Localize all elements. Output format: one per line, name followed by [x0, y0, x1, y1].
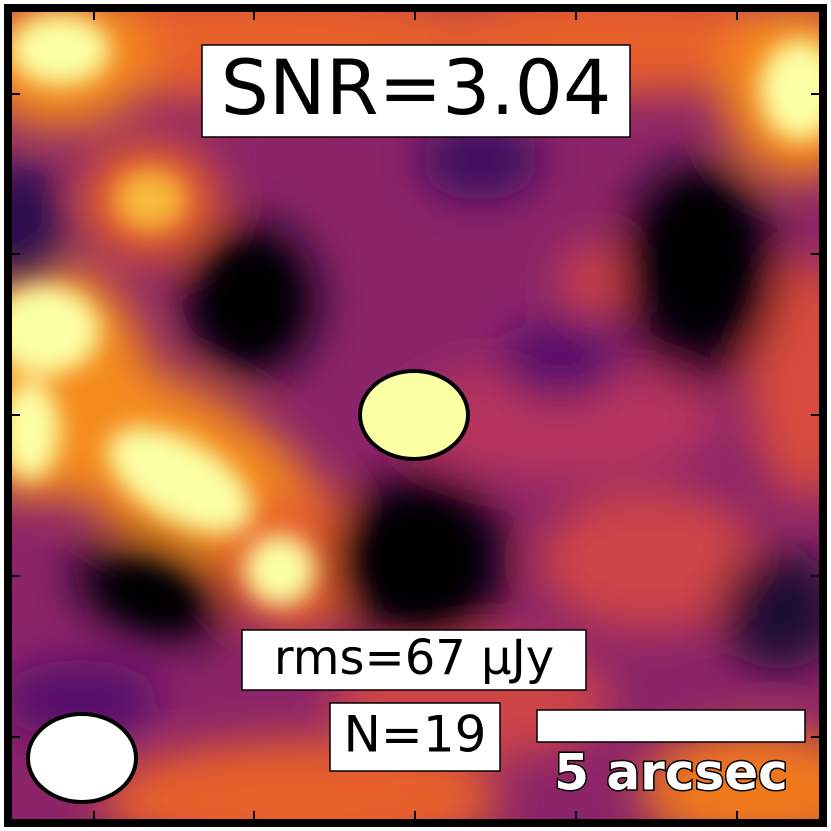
map-peak	[760, 40, 823, 140]
map-peaks	[8, 15, 823, 624]
beam-ellipse	[26, 712, 138, 804]
map-peak	[107, 427, 253, 533]
scale-bar-label: 5 arcsec	[554, 744, 788, 802]
snr-box	[201, 44, 631, 138]
map-blob	[420, 120, 540, 200]
snr-label: SNR=3.04	[221, 43, 612, 132]
map-peak	[8, 380, 60, 480]
scale-bar	[536, 709, 806, 743]
map-peak	[115, 170, 185, 230]
map-blob	[8, 660, 160, 740]
map-peak	[10, 15, 110, 85]
map-peak	[106, 566, 194, 624]
map-peak	[655, 190, 745, 330]
map-blob	[400, 360, 720, 480]
source-aperture	[358, 369, 470, 461]
map-blob	[560, 245, 640, 315]
count-box	[329, 702, 501, 772]
map-peak	[245, 535, 315, 605]
map-blob	[500, 320, 620, 400]
map-blob	[720, 550, 823, 670]
map-peak	[8, 285, 100, 375]
map-blob	[8, 160, 70, 300]
map-peak	[210, 250, 290, 350]
frame-ticks	[12, 12, 819, 819]
frame	[4, 4, 827, 827]
count-label: N=19	[344, 706, 487, 764]
rms-label: rms=67 μJy	[274, 630, 554, 686]
map-blob	[640, 730, 823, 823]
map-blob	[540, 490, 760, 630]
map-peak	[365, 505, 475, 615]
rms-box	[241, 629, 587, 691]
